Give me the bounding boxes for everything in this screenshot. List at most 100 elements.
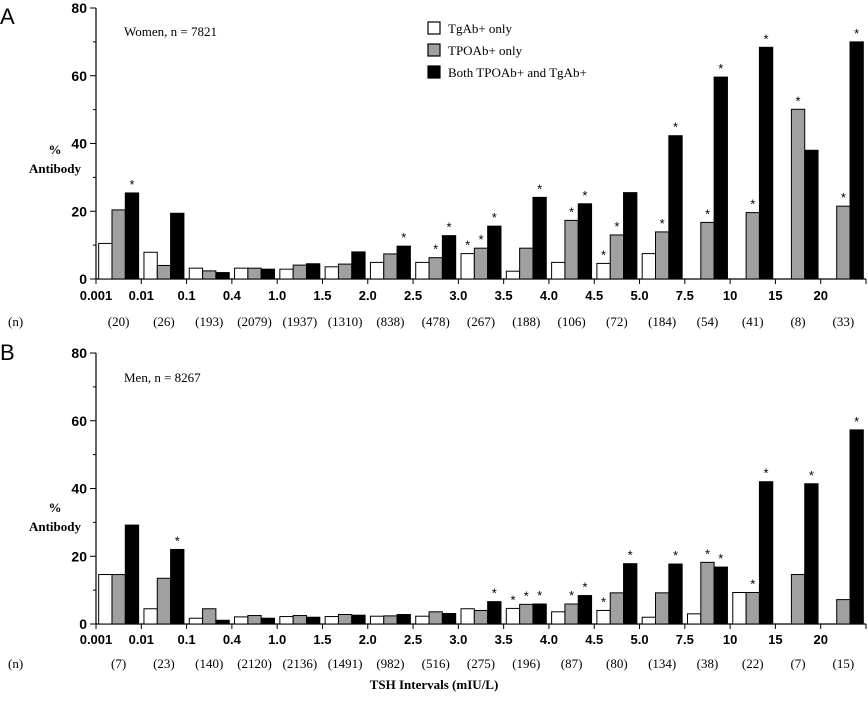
panel-b-x-tick-label: 5.0 <box>630 632 648 647</box>
panel-a-n-label: (838) <box>376 314 404 329</box>
panel-a-bar-tpoab <box>337 263 353 280</box>
panel-b-bar-tpoab <box>655 592 670 625</box>
panel-a-bar-tpoab <box>655 231 670 280</box>
panel-b-bar-tgab <box>415 615 430 625</box>
panel-b-bar-tgab <box>234 616 249 625</box>
panel-a-bar-tgab <box>641 253 657 280</box>
panel-a-n-label: (33) <box>833 314 855 329</box>
panel-b-y-tick-label: 60 <box>71 413 87 429</box>
panel-a-y-tick-label: 40 <box>71 136 87 152</box>
panel-a-annotation: Women, n = 7821 <box>124 24 217 39</box>
panel-a-significance-asterisk: * <box>433 242 438 257</box>
panel-b-bar-tpoab <box>292 615 307 625</box>
panel-a-n-label: (41) <box>742 314 764 329</box>
panel-b-x-tick-label: 1.5 <box>313 632 331 647</box>
legend-swatch-both <box>427 65 441 79</box>
panel-a-bar-tgab <box>596 262 611 280</box>
panel-b-bar-tgab <box>551 611 566 625</box>
panel-b-bar-both <box>532 603 547 625</box>
panel-b-bar-tpoab <box>202 608 217 625</box>
panel-b-bar-tpoab <box>473 609 489 625</box>
panel-b-n-label: (2120) <box>237 656 272 671</box>
panel-b-significance-asterisk: * <box>854 414 859 429</box>
panel-b-n-row-label: (n) <box>8 656 23 671</box>
panel-b-bar-tpoab <box>790 574 806 625</box>
panel-a-bar-tgab <box>505 270 521 280</box>
svg-text:Antibody: Antibody <box>29 161 82 176</box>
panel-b-letter: B <box>0 340 15 365</box>
panel-a-significance-asterisk: * <box>492 210 497 225</box>
panel-a-bar-both <box>849 41 864 280</box>
panel-a-bar-both <box>577 203 593 280</box>
panel-a-bar-both <box>668 135 683 280</box>
panel-a-n-label: (2079) <box>237 314 272 329</box>
panel-b-significance-asterisk: * <box>750 576 755 591</box>
panel-a-bar-both <box>487 225 502 280</box>
panel-a-bar-both <box>396 245 411 280</box>
panel-b-n-label: (134) <box>648 656 676 671</box>
panel-b-x-tick-label: 0.01 <box>129 632 154 647</box>
panel-a-x-tick-label: 0.1 <box>178 288 196 303</box>
panel-b-x-tick-label: 2.5 <box>404 632 422 647</box>
panel-a-bar-tgab <box>369 261 385 280</box>
panel-a-significance-asterisk: * <box>718 61 723 76</box>
panel-b-bar-both <box>623 563 638 625</box>
panel-a-bar-tpoab <box>836 205 851 280</box>
panel-a-y-tick-label: 0 <box>79 271 87 287</box>
panel-a-n-label: (20) <box>108 314 130 329</box>
panel-b-bar-tgab <box>143 608 158 625</box>
panel-a-x-tick-label: 0.001 <box>80 288 113 303</box>
panel-b-x-tick-label: 1.0 <box>268 632 286 647</box>
panel-b-n-label: (38) <box>697 656 719 671</box>
legend: TgAb+ only TPOAb+ only Both TPOAb+ and T… <box>427 21 587 80</box>
panel-a-x-tick-label: 1.0 <box>268 288 286 303</box>
panel-b-bar-both <box>849 429 864 625</box>
panel-b-bar-tpoab <box>519 603 534 625</box>
panel-a-significance-asterisk: * <box>465 238 470 253</box>
panel-b-bar-both <box>758 481 774 625</box>
panel-b-bar-tpoab <box>609 592 625 625</box>
panel-a-bar-tpoab <box>111 209 126 280</box>
panel-a-significance-asterisk: * <box>841 190 846 205</box>
panel-b-x-tick-label: 3.5 <box>495 632 513 647</box>
panel-a-bar-both <box>623 192 638 280</box>
panel-b-n-label: (140) <box>195 656 223 671</box>
panel-a-n-label: (184) <box>648 314 676 329</box>
panel-a-x-tick-label: 2.5 <box>404 288 422 303</box>
panel-a-bar-tpoab <box>292 264 307 280</box>
panel-b-n-label: (2136) <box>282 656 317 671</box>
panel-b-n-label: (15) <box>833 656 855 671</box>
panel-b-bar-tgab <box>732 591 747 625</box>
panel-b-significance-asterisk: * <box>764 466 769 481</box>
x-axis-title: TSH Intervals (mIU/L) <box>370 677 499 692</box>
panel-b-bar-tgab <box>369 615 385 625</box>
panel-b-bar-tgab <box>641 616 657 625</box>
panel-b-n-label: (982) <box>376 656 404 671</box>
panel-a-x-tick-label: 15 <box>768 288 782 303</box>
panel-b-significance-asterisk: * <box>673 548 678 563</box>
panel-b-bar-tgab <box>686 613 702 625</box>
panel-b-n-label: (23) <box>153 656 175 671</box>
panel-a-bar-tpoab <box>247 267 262 280</box>
panel-a-bar-tpoab <box>519 247 534 280</box>
panel-b-y-tick-label: 40 <box>71 481 87 497</box>
panel-a-bar-both <box>305 263 321 280</box>
panel-a-x-tick-label: 4.5 <box>585 288 603 303</box>
legend-label-tgab: TgAb+ only <box>448 21 513 36</box>
legend-swatch-tgab <box>427 21 441 35</box>
panel-b-significance-asterisk: * <box>628 548 633 563</box>
panel-b-significance-asterisk: * <box>492 586 497 601</box>
panel-a-bar-tpoab <box>428 257 443 280</box>
panel-a-bar-tgab <box>415 261 430 280</box>
panel-a-bar-tpoab <box>564 219 579 280</box>
panel-a-significance-asterisk: * <box>796 93 801 108</box>
svg-text:Antibody: Antibody <box>29 519 82 534</box>
panel-a-plot: 0 20 40 60 80 0.001 0.01 0.1 0.4 1.0 1.5 2.0 2.5 3.0 3… <box>8 0 867 329</box>
panel-a-bar-tpoab <box>156 264 172 280</box>
panel-a-bar-both <box>215 272 230 280</box>
panel-b-significance-asterisk: * <box>809 468 814 483</box>
panel-a-bar-tgab <box>324 266 339 280</box>
panel-b-bar-tgab <box>98 574 113 625</box>
panel-b-x-tick-label: 0.1 <box>178 632 196 647</box>
